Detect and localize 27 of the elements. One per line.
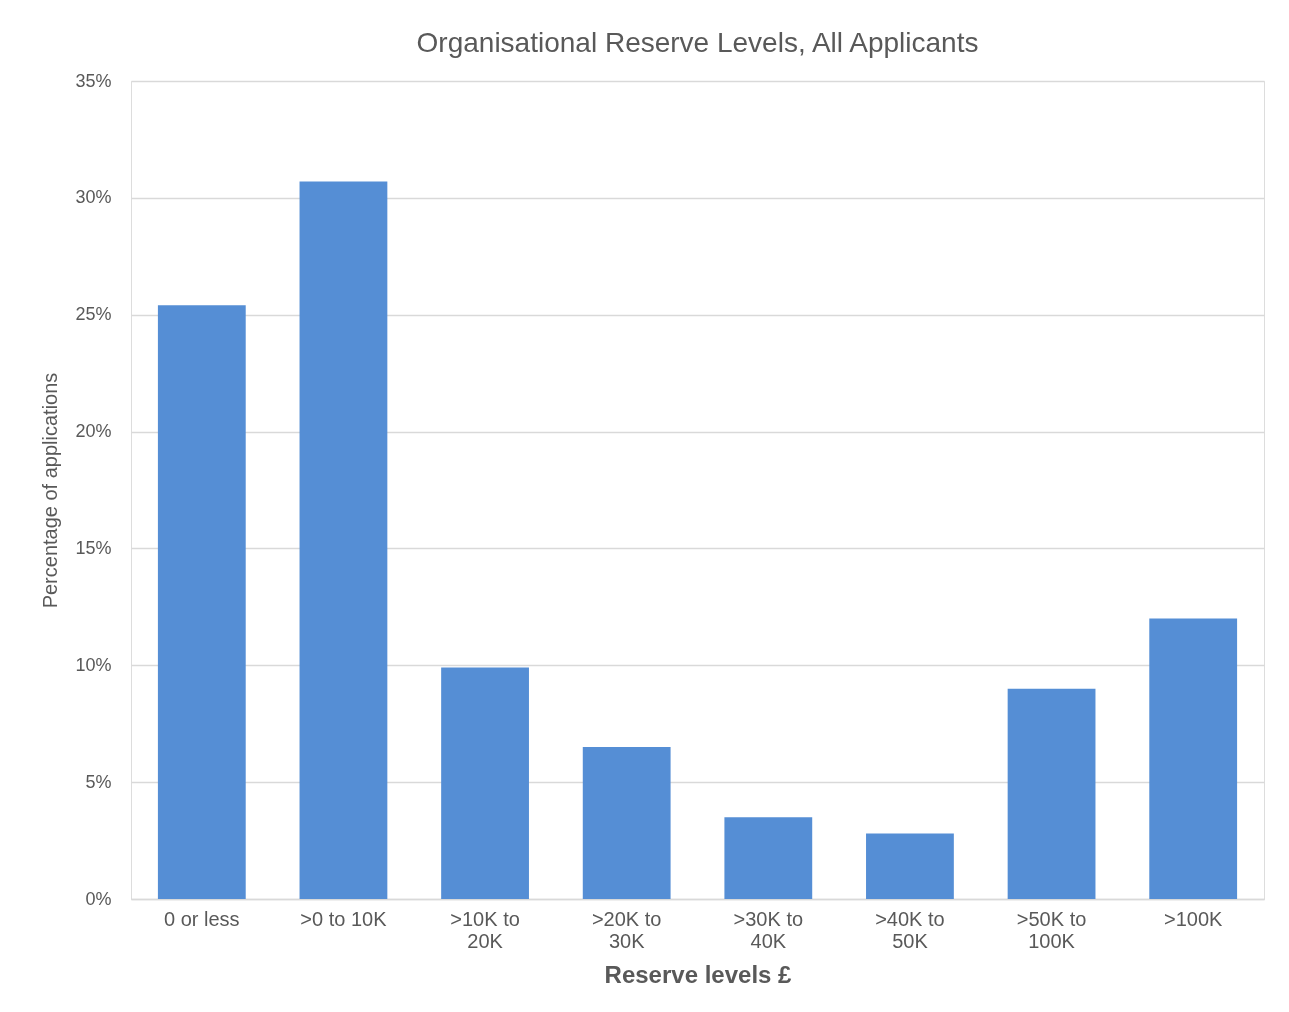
y-tick-label: 25% [75,304,112,325]
y-tick-label: 20% [75,421,112,442]
chart-title: Organisational Reserve Levels, All Applicants [416,27,979,58]
bar [724,817,813,899]
x-tick-label: >20K to 30K [591,907,662,952]
x-tick-label: >50K to 100K [1016,907,1087,952]
y-tick-label: 5% [85,771,112,792]
bar [1149,618,1238,899]
y-tick-label: 30% [75,187,112,208]
y-tick-label: 35% [75,70,112,91]
bar [299,181,388,899]
x-tick-label: >100K [1163,907,1224,930]
x-tick-label: 0 or less [164,907,240,930]
bar [866,833,954,899]
bar [157,305,246,899]
x-tick-label: >10K to 20K [450,907,520,952]
bar [441,667,529,899]
y-tick-label: 0% [85,888,112,909]
x-tick-label: >0 to 10K [300,907,388,930]
y-tick-label: 15% [75,537,112,558]
x-axis-title: Reserve levels £ [604,960,793,988]
bar [582,747,671,899]
y-axis-title: Percentage of applications [39,372,62,609]
bar [1007,688,1096,899]
y-tick-label: 10% [75,654,112,675]
x-tick-label: >40K to 50K [875,907,945,952]
x-tick-label: >30K to 40K [733,907,804,952]
